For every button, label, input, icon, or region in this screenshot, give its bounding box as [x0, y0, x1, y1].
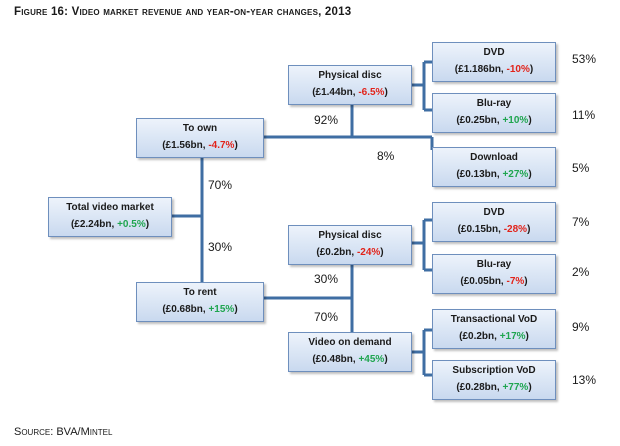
node-label: To rent	[183, 287, 217, 298]
node-to-rent: To rent (£0.68bn, +15%)	[136, 282, 264, 322]
node-total-video-market: Total video market (£2.24bn, +0.5%)	[48, 197, 172, 237]
node-own-dvd: DVD (£1.186bn, -10%)	[432, 42, 556, 82]
node-label: DVD	[483, 207, 505, 218]
split-own-physical-percent: 92%	[314, 113, 339, 127]
change-value: -10%	[506, 64, 530, 75]
node-label: Download	[470, 152, 518, 163]
node-label: Video on demand	[308, 337, 392, 348]
change-value: +0.5%	[117, 219, 146, 230]
source-note: Source: BVA/Mintel	[14, 426, 113, 438]
node-label: Transactional VoD	[450, 314, 538, 325]
node-own-physical-disc: Physical disc (£1.44bn, -6.5%)	[288, 65, 412, 105]
change-value: +77%	[502, 382, 529, 393]
node-label: Blu-ray	[476, 98, 512, 109]
split-download-percent: 8%	[377, 149, 395, 163]
change-value: -6.5%	[358, 87, 385, 98]
change-value: +45%	[358, 354, 385, 365]
node-label: Physical disc	[318, 70, 382, 81]
share-svod-percent: 13%	[572, 373, 597, 387]
node-label: Blu-ray	[476, 259, 512, 270]
change-value: -24%	[356, 247, 381, 258]
change-value: +15%	[208, 304, 235, 315]
node-video-on-demand: Video on demand (£0.48bn, +45%)	[288, 332, 412, 372]
figure-title: Figure 16: Video market revenue and year…	[14, 6, 352, 18]
share-own-bluray-percent: 11%	[572, 108, 596, 122]
node-download: Download (£0.13bn, +27%)	[432, 147, 556, 187]
node-label: DVD	[483, 47, 505, 58]
node-rent-physical-disc: Physical disc (£0.2bn, -24%)	[288, 225, 412, 265]
share-rent-dvd-percent: 7%	[572, 215, 590, 229]
change-value: +27%	[502, 169, 529, 180]
change-value: -7%	[506, 276, 525, 287]
node-transactional-vod: Transactional VoD (£0.2bn, +17%)	[432, 309, 556, 349]
split-rent-percent: 30%	[208, 240, 233, 254]
share-own-dvd-percent: 53%	[572, 52, 597, 66]
change-value: -4.7%	[208, 140, 235, 151]
split-vod-percent: 70%	[314, 310, 339, 324]
node-label: To own	[182, 123, 218, 134]
node-rent-bluray: Blu-ray (£0.05bn, -7%)	[432, 254, 556, 294]
node-label: Physical disc	[318, 230, 382, 241]
node-label: Total video market	[66, 202, 154, 213]
split-rent-physical-percent: 30%	[314, 272, 339, 286]
node-label: Subscription VoD	[452, 365, 536, 376]
node-own-bluray: Blu-ray (£0.25bn, +10%)	[432, 93, 556, 133]
node-subscription-vod: Subscription VoD (£0.28bn, +77%)	[432, 360, 556, 400]
change-value: -28%	[503, 224, 528, 235]
share-download-percent: 5%	[572, 161, 590, 175]
change-value: +17%	[499, 331, 526, 342]
share-tvod-percent: 9%	[572, 320, 590, 334]
share-rent-bluray-percent: 2%	[572, 265, 590, 279]
change-value: +10%	[502, 115, 529, 126]
split-own-percent: 70%	[208, 178, 233, 192]
node-rent-dvd: DVD (£0.15bn, -28%)	[432, 202, 556, 242]
node-to-own: To own (£1.56bn, -4.7%)	[136, 118, 264, 158]
